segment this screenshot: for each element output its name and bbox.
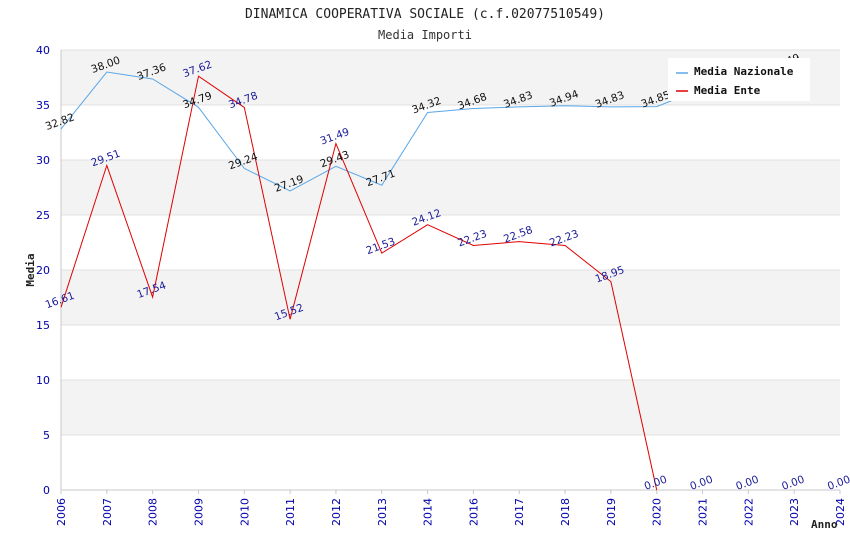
chart-title: DINAMICA COOPERATIVA SOCIALE (c.f.020775… — [245, 7, 605, 22]
axes: 0 5 10 15 20 25 30 35 40 2006 2007 2008 2009 2010 2011… — [36, 44, 847, 526]
grid-bands — [61, 49, 840, 491]
x-tick-label: 2007 — [101, 498, 114, 526]
grid-band — [61, 325, 840, 380]
grid-band — [61, 435, 840, 490]
x-tick-label: 2009 — [192, 498, 205, 526]
x-axis-title: Anno — [811, 518, 838, 531]
y-tick-label: 25 — [36, 209, 50, 222]
y-tick-label: 10 — [36, 374, 50, 387]
x-tick-label: 2013 — [376, 498, 389, 526]
x-tick-label: 2016 — [467, 498, 480, 526]
x-tick-label: 2021 — [697, 498, 710, 526]
x-tick-label: 2024 — [834, 498, 847, 526]
x-tick-label: 2006 — [55, 498, 68, 526]
grid-band — [61, 105, 840, 160]
y-tick-label: 0 — [43, 484, 50, 497]
y-tick-label: 40 — [36, 44, 50, 57]
y-tick-label: 5 — [43, 429, 50, 442]
y-tick-label: 35 — [36, 99, 50, 112]
x-tick-label: 2023 — [788, 498, 801, 526]
y-axis-title: Media — [24, 253, 37, 286]
legend-label-media-ente: Media Ente — [694, 84, 761, 97]
chart-subtitle: Media Importi — [378, 28, 472, 42]
x-tick-label: 2018 — [559, 498, 572, 526]
y-tick-label: 20 — [36, 264, 50, 277]
x-tick-label: 2019 — [605, 498, 618, 526]
grid-band — [61, 270, 840, 325]
x-tick-label: 2010 — [238, 498, 251, 526]
x-tick-label: 2008 — [147, 498, 160, 526]
y-tick-label: 15 — [36, 319, 50, 332]
grid-band — [61, 215, 840, 270]
x-tick-label: 2017 — [513, 498, 526, 526]
x-tick-label: 2020 — [651, 498, 664, 526]
x-tick-label: 2012 — [330, 498, 343, 526]
y-tick-label: 30 — [36, 154, 50, 167]
x-tick-label: 2014 — [422, 498, 435, 526]
legend-box — [668, 58, 810, 101]
legend-label-media-nazionale: Media Nazionale — [694, 65, 794, 78]
x-tick-label: 2011 — [284, 498, 297, 526]
series-line-media-ente — [60, 75, 658, 491]
legend: Media Nazionale Media Ente — [668, 58, 810, 101]
grid-band — [61, 160, 840, 215]
x-tick-label: 2022 — [742, 498, 755, 526]
grid-band — [61, 380, 840, 435]
